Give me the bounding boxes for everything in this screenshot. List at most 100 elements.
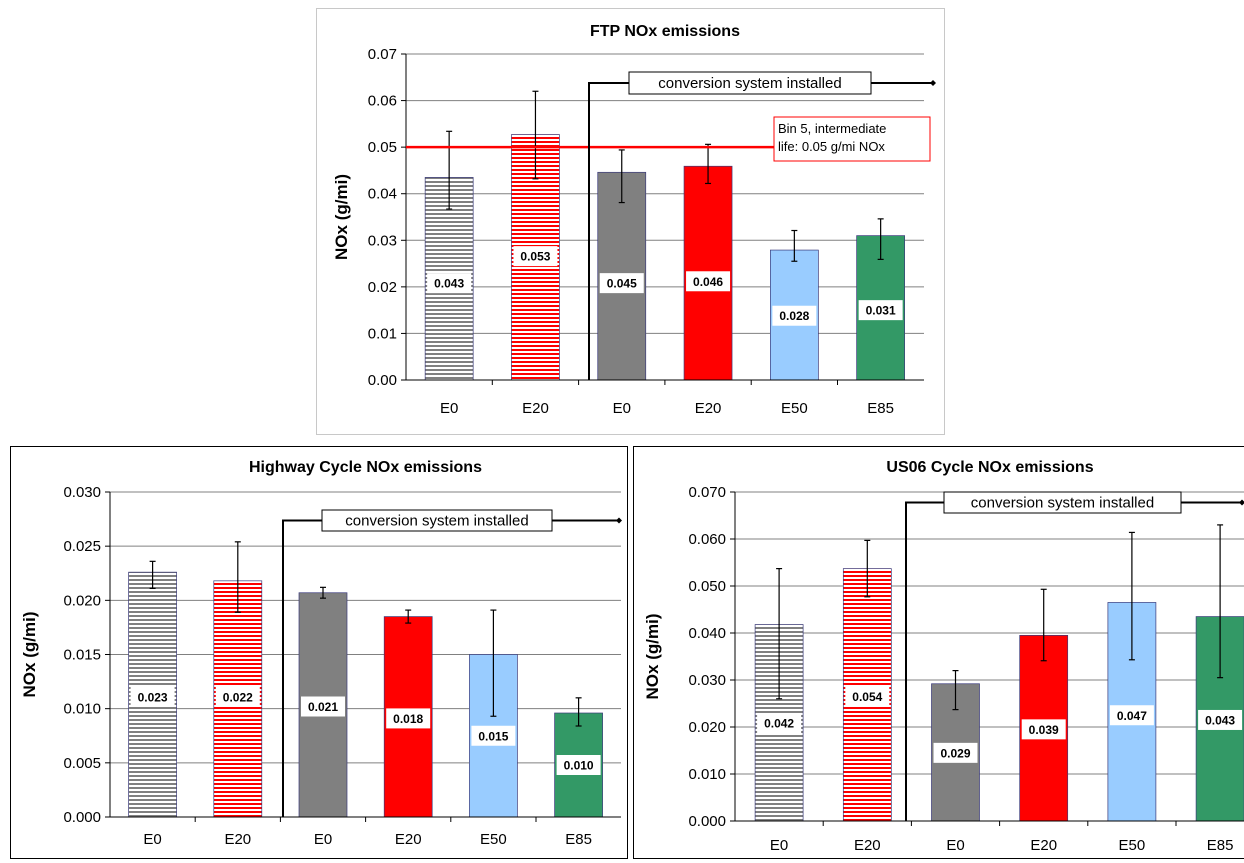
- data-label-box: [556, 755, 601, 775]
- data-label-box: [599, 273, 644, 294]
- y-tick-label: 0.030: [688, 672, 726, 689]
- data-label: 0.046: [693, 275, 723, 289]
- y-tick-label: 0.02: [368, 279, 397, 296]
- data-label: 0.023: [138, 690, 168, 704]
- data-label-box: [1109, 705, 1154, 726]
- x-tick-label: E0: [314, 831, 332, 848]
- x-tick-label: E0: [613, 400, 631, 417]
- data-label-box: [130, 686, 175, 707]
- y-tick-label: 0.040: [688, 625, 726, 642]
- data-label: 0.031: [866, 304, 896, 318]
- x-tick-label: E85: [1207, 837, 1234, 854]
- us06-chart: US06 Cycle NOx emissions NOx (g/mi) 0.000 0…: [643, 459, 1244, 854]
- data-label-box: [845, 686, 890, 707]
- data-label: 0.028: [779, 309, 809, 323]
- x-tick-label: E0: [440, 400, 458, 417]
- y-axis-label: NOx (g/mi): [332, 174, 351, 260]
- data-label-box: [301, 696, 345, 717]
- data-label: 0.043: [434, 277, 464, 291]
- conversion-label: conversion system installed: [658, 75, 841, 92]
- data-label-box: [427, 273, 472, 294]
- data-label-box: [471, 725, 516, 746]
- y-tick-label: 0.020: [63, 592, 101, 609]
- x-tick-label: E20: [522, 400, 549, 417]
- x-tick-label: E0: [770, 837, 788, 854]
- data-label: 0.043: [1205, 713, 1235, 727]
- y-tick-label: 0.01: [368, 325, 397, 342]
- y-tick-label: 0.030: [63, 484, 101, 501]
- data-label: 0.010: [564, 759, 594, 773]
- x-tick-label: E0: [946, 837, 964, 854]
- data-label: 0.039: [1029, 723, 1059, 737]
- y-tick-label: 0.020: [688, 719, 726, 736]
- y-axis-label: NOx (g/mi): [643, 614, 662, 700]
- data-label-box: [858, 300, 903, 321]
- chart-title: FTP NOx emissions: [590, 23, 740, 40]
- conversion-divider-line: [905, 501, 944, 821]
- y-axis-label: NOx (g/mi): [20, 612, 39, 698]
- conversion-label-box: [628, 71, 872, 95]
- us06-chart-panel: US06 Cycle NOx emissions NOx (g/mi) 0.000 0…: [633, 446, 1244, 859]
- data-label: 0.018: [393, 712, 423, 726]
- x-tick-label: E50: [1119, 837, 1146, 854]
- data-label-box: [772, 305, 817, 326]
- y-tick-label: 0.04: [368, 186, 397, 203]
- x-tick-label: E20: [395, 831, 422, 848]
- y-tick-label: 0.00: [368, 372, 397, 389]
- x-tick-label: E20: [1030, 837, 1057, 854]
- ftp-chart-panel: FTP NOx emissions NOx (g/mi) 0.00 0.01 0.02 0…: [316, 8, 945, 435]
- y-tick-label: 0.060: [688, 531, 726, 548]
- y-tick-label: 0.03: [368, 232, 397, 249]
- y-tick-label: 0.005: [63, 755, 101, 772]
- y-tick-label: 0.06: [368, 93, 397, 110]
- data-label: 0.053: [520, 250, 550, 264]
- chart-title: US06 Cycle NOx emissions: [886, 459, 1093, 476]
- data-label-box: [1021, 719, 1066, 740]
- conversion-arrow-end: [616, 517, 622, 524]
- data-label-box: [513, 246, 558, 267]
- data-label-box: [386, 708, 431, 729]
- x-tick-label: E20: [695, 400, 722, 417]
- conversion-arrow-end: [1239, 499, 1244, 506]
- conversion-label: conversion system installed: [345, 513, 528, 530]
- data-label: 0.042: [764, 717, 794, 731]
- y-tick-label: 0.000: [63, 809, 101, 826]
- conversion-arrow-end: [930, 80, 936, 86]
- y-tick-label: 0.07: [368, 46, 397, 63]
- data-label: 0.047: [1117, 709, 1147, 723]
- y-tick-label: 0.050: [688, 578, 726, 595]
- x-tick-label: E50: [781, 400, 808, 417]
- limit-label: life: 0.05 g/mi NOx: [778, 139, 885, 154]
- data-label: 0.054: [852, 690, 882, 704]
- y-tick-label: 0.010: [688, 766, 726, 783]
- data-label-box: [757, 713, 802, 734]
- x-tick-label: E85: [565, 831, 592, 848]
- x-tick-label: E85: [867, 400, 894, 417]
- conversion-label-box: [943, 491, 1182, 514]
- data-label: 0.045: [607, 277, 637, 291]
- data-label: 0.021: [308, 700, 338, 714]
- data-label: 0.029: [940, 746, 970, 760]
- y-tick-label: 0.000: [688, 813, 726, 830]
- highway-chart-panel: Highway Cycle NOx emissions NOx (g/mi) 0.0…: [10, 446, 628, 859]
- conversion-divider-line: [282, 519, 322, 817]
- ftp-chart: FTP NOx emissions NOx (g/mi) 0.00 0.01 0.02 0…: [332, 23, 936, 417]
- x-tick-label: E50: [480, 831, 507, 848]
- y-tick-label: 0.05: [368, 139, 397, 156]
- conversion-label-box: [321, 509, 553, 532]
- x-tick-label: E20: [854, 837, 881, 854]
- data-label-box: [1198, 709, 1243, 730]
- data-label-box: [686, 271, 731, 292]
- data-label: 0.015: [478, 729, 508, 743]
- limit-label-box: [773, 116, 931, 162]
- conversion-divider-line: [588, 82, 629, 380]
- highway-chart: Highway Cycle NOx emissions NOx (g/mi) 0.0…: [20, 459, 622, 848]
- y-tick-label: 0.025: [63, 538, 101, 555]
- chart-title: Highway Cycle NOx emissions: [249, 459, 482, 476]
- limit-label: Bin 5, intermediate: [778, 121, 886, 136]
- y-tick-label: 0.015: [63, 647, 101, 664]
- conversion-label: conversion system installed: [971, 495, 1154, 512]
- data-label: 0.022: [223, 690, 253, 704]
- x-tick-label: E0: [143, 831, 161, 848]
- data-label-box: [215, 686, 260, 707]
